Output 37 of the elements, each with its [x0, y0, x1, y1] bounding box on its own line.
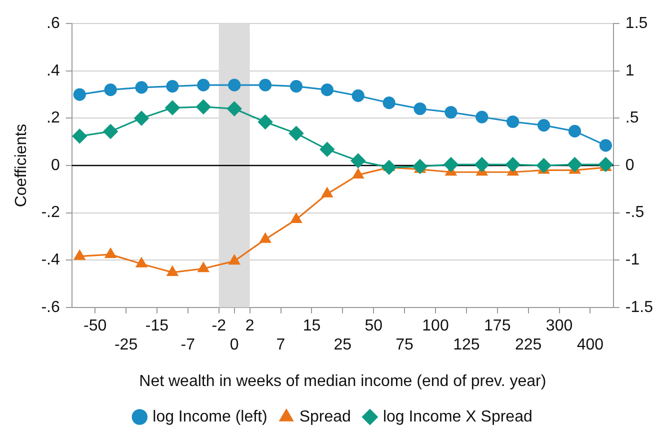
x-tick-label: 0 — [230, 336, 239, 354]
y-tick-label: .2 — [46, 110, 60, 127]
y2-tick-label: .5 — [625, 110, 639, 127]
y2-tick-label: -1 — [625, 252, 640, 269]
y2-tick-label: 1 — [625, 62, 634, 80]
x-tick-label: 225 — [514, 336, 542, 354]
x-tick-label: 100 — [422, 317, 449, 334]
x-tick-label: -7 — [180, 336, 196, 354]
x-tick-label: -25 — [114, 336, 138, 354]
y2-tick-label: 0 — [625, 156, 634, 174]
x-tick-label: 50 — [364, 317, 383, 334]
y-tick-label: .6 — [46, 15, 60, 32]
y-tick-label: -.6 — [41, 298, 60, 316]
legend-label: Spread — [299, 408, 351, 426]
x-tick-label: 75 — [396, 336, 414, 354]
y-axis-title: Coefficients — [13, 124, 30, 208]
y-tick-label: .4 — [46, 62, 60, 80]
x-tick-label: 25 — [334, 336, 352, 354]
x-tick-label: -15 — [145, 317, 169, 334]
x-tick-label: 7 — [276, 336, 286, 354]
legend-label: log Income (left) — [152, 408, 268, 426]
x-tick-label: 125 — [453, 336, 480, 354]
y2-tick-label: -1.5 — [625, 298, 654, 316]
y-tick-label: -.4 — [41, 252, 60, 269]
x-tick-label: -50 — [84, 317, 107, 334]
x-tick-label: 2 — [245, 317, 254, 334]
y2-tick-label: 1.5 — [625, 15, 648, 32]
x-axis-title: Net wealth in weeks of median income (end of prev. year) — [139, 372, 546, 390]
x-tick-label: -2 — [212, 317, 226, 334]
y-tick-label: 0 — [50, 156, 60, 174]
y-tick-label: -.2 — [41, 204, 60, 222]
legend-label: log Income X Spread — [382, 408, 532, 426]
x-tick-label: 300 — [546, 317, 573, 334]
x-tick-label: 400 — [576, 336, 604, 354]
x-tick-label: 15 — [302, 317, 321, 334]
x-tick-label: 175 — [484, 317, 511, 334]
y2-tick-label: -.5 — [625, 204, 644, 222]
